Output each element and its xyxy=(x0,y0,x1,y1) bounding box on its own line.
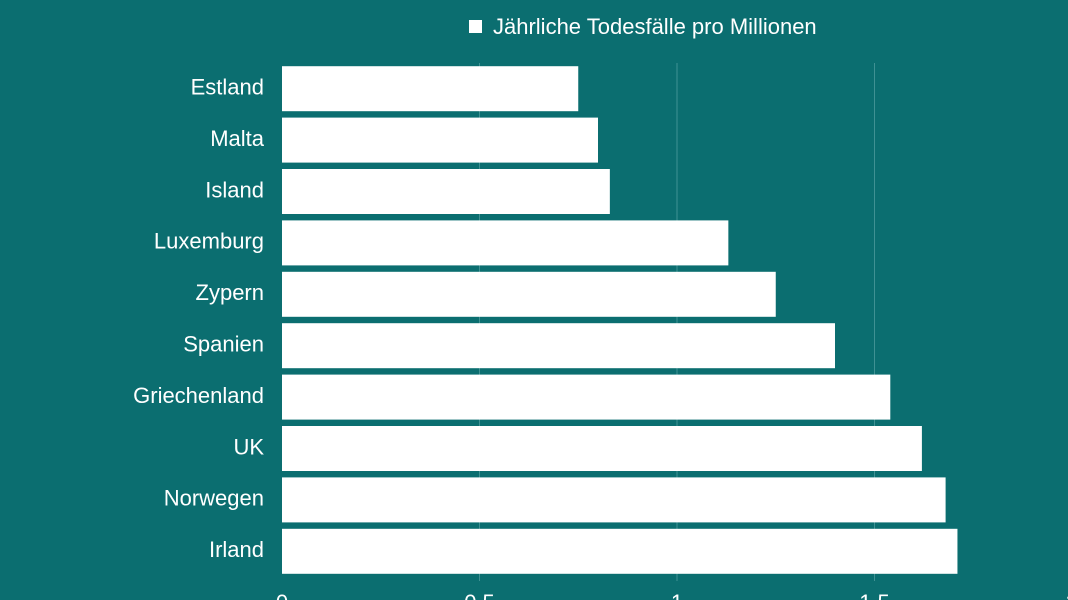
y-tick-label: UK xyxy=(233,434,264,459)
bar xyxy=(282,220,729,266)
bar xyxy=(282,374,891,420)
legend-label: Jährliche Todesfälle pro Millionen xyxy=(493,14,817,39)
legend-swatch xyxy=(469,20,482,33)
y-tick-label: Spanien xyxy=(183,332,264,357)
y-tick-label: Malta xyxy=(210,126,265,151)
y-tick-label: Luxemburg xyxy=(154,229,264,254)
y-tick-label: Griechenland xyxy=(133,383,264,408)
bar xyxy=(282,477,946,523)
x-tick-label: 0 xyxy=(276,590,288,600)
bar xyxy=(282,528,958,574)
y-tick-label: Zypern xyxy=(196,280,264,305)
y-tick-label: Estland xyxy=(191,75,264,100)
y-tick-label: Irland xyxy=(209,537,264,562)
x-tick-label: 2 xyxy=(1066,590,1068,600)
bar xyxy=(282,323,835,369)
x-tick-label: 1.5 xyxy=(859,590,890,600)
bar xyxy=(282,271,776,317)
x-tick-label: 1 xyxy=(671,590,683,600)
bar xyxy=(282,426,922,471)
y-tick-label: Norwegen xyxy=(164,486,264,511)
y-tick-label: Island xyxy=(205,177,264,202)
bar xyxy=(282,117,598,163)
bar xyxy=(282,169,610,214)
x-tick-label: 0.5 xyxy=(464,590,495,600)
bar xyxy=(282,66,579,112)
